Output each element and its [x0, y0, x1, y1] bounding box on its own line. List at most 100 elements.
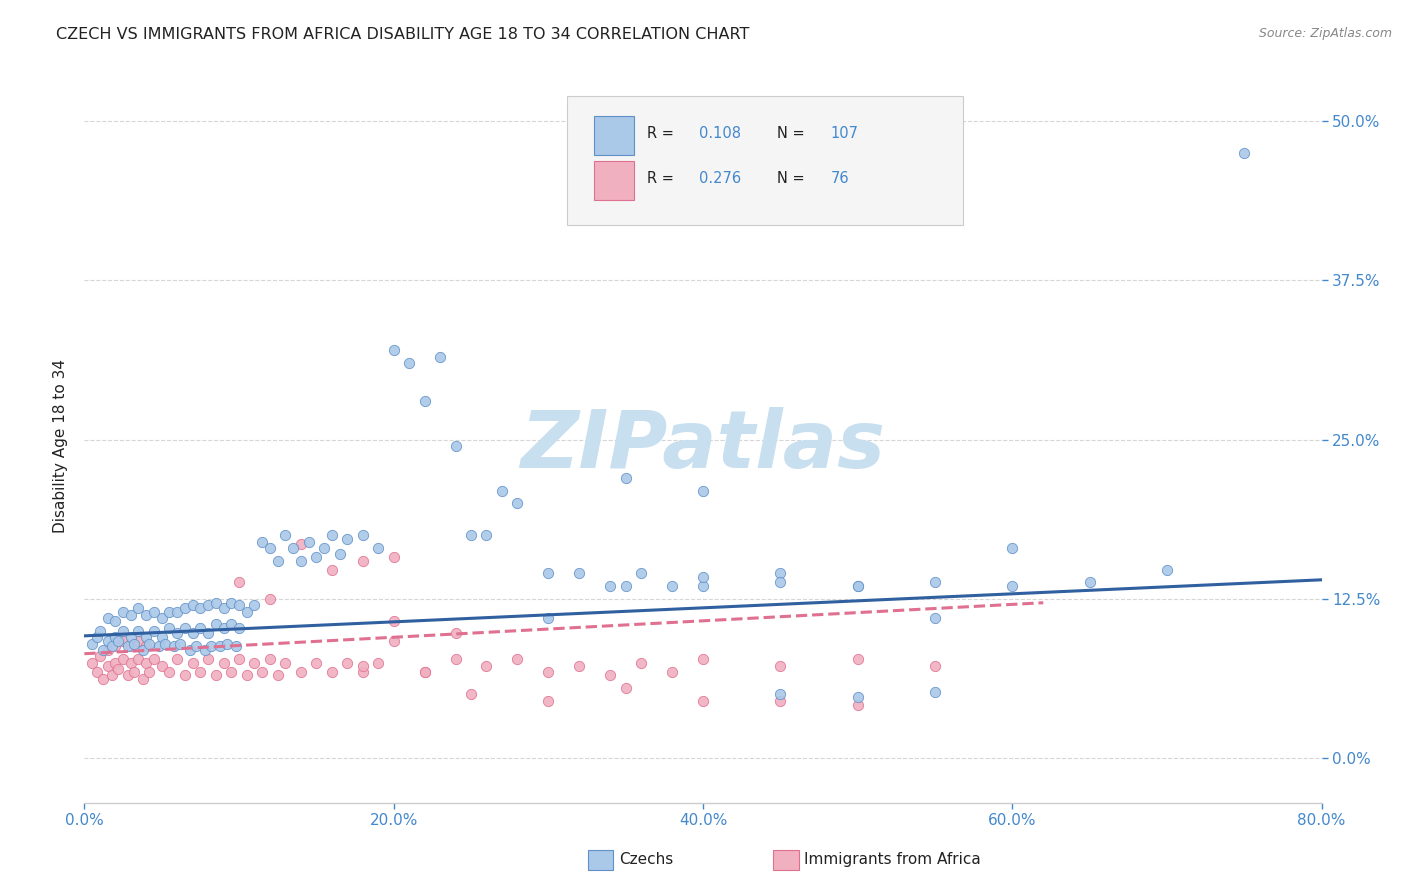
- FancyBboxPatch shape: [595, 116, 634, 155]
- Point: [444, 439, 467, 453]
- Point: [692, 652, 714, 666]
- Point: [143, 605, 166, 619]
- Point: [413, 394, 436, 409]
- Point: [769, 575, 792, 590]
- Point: [200, 639, 222, 653]
- Point: [367, 656, 389, 670]
- Point: [506, 496, 529, 510]
- Point: [138, 665, 160, 679]
- Point: [225, 639, 247, 653]
- Point: [184, 639, 207, 653]
- Point: [352, 528, 374, 542]
- Point: [97, 659, 120, 673]
- Point: [112, 652, 135, 666]
- Point: [283, 541, 305, 555]
- Point: [86, 630, 108, 644]
- Point: [150, 611, 173, 625]
- Point: [259, 591, 281, 606]
- Point: [159, 605, 181, 619]
- Point: [150, 630, 173, 644]
- Point: [174, 668, 197, 682]
- Point: [181, 626, 204, 640]
- Point: [197, 626, 219, 640]
- Point: [506, 652, 529, 666]
- Point: [692, 694, 714, 708]
- FancyBboxPatch shape: [595, 161, 634, 200]
- Point: [112, 634, 135, 648]
- Point: [336, 532, 359, 546]
- Text: R =: R =: [647, 171, 679, 186]
- Point: [252, 665, 274, 679]
- Point: [143, 652, 166, 666]
- Point: [382, 343, 405, 358]
- Point: [86, 665, 108, 679]
- Point: [290, 537, 312, 551]
- Point: [135, 639, 157, 653]
- Point: [174, 600, 197, 615]
- Point: [314, 541, 336, 555]
- Text: CZECH VS IMMIGRANTS FROM AFRICA DISABILITY AGE 18 TO 34 CORRELATION CHART: CZECH VS IMMIGRANTS FROM AFRICA DISABILI…: [56, 27, 749, 42]
- Point: [924, 611, 946, 625]
- Text: Source: ZipAtlas.com: Source: ZipAtlas.com: [1258, 27, 1392, 40]
- Point: [321, 665, 343, 679]
- Text: 76: 76: [831, 171, 849, 186]
- Point: [197, 652, 219, 666]
- Point: [205, 668, 228, 682]
- Point: [128, 624, 150, 638]
- Text: 107: 107: [831, 126, 859, 141]
- Point: [194, 643, 217, 657]
- Point: [846, 579, 869, 593]
- Point: [460, 528, 482, 542]
- Point: [846, 690, 869, 704]
- Point: [305, 549, 328, 564]
- Point: [444, 626, 467, 640]
- Text: ZIPatlas: ZIPatlas: [520, 407, 886, 485]
- Point: [104, 630, 127, 644]
- Point: [321, 563, 343, 577]
- Point: [166, 605, 188, 619]
- Y-axis label: Disability Age 18 to 34: Disability Age 18 to 34: [53, 359, 69, 533]
- Point: [150, 659, 173, 673]
- Point: [221, 665, 243, 679]
- Text: 0.108: 0.108: [699, 126, 741, 141]
- Point: [120, 608, 142, 623]
- Point: [769, 688, 792, 702]
- Text: Immigrants from Africa: Immigrants from Africa: [804, 853, 981, 867]
- Text: R =: R =: [647, 126, 679, 141]
- Point: [274, 656, 297, 670]
- FancyBboxPatch shape: [567, 96, 963, 225]
- Point: [630, 656, 652, 670]
- Point: [104, 614, 127, 628]
- Point: [614, 681, 637, 695]
- Point: [128, 634, 150, 648]
- Point: [91, 672, 114, 686]
- Point: [166, 652, 188, 666]
- Point: [205, 617, 228, 632]
- Point: [135, 608, 157, 623]
- Text: 0.276: 0.276: [699, 171, 741, 186]
- Point: [413, 665, 436, 679]
- Point: [101, 639, 124, 653]
- Point: [769, 566, 792, 581]
- Point: [82, 636, 104, 650]
- Point: [112, 605, 135, 619]
- Point: [212, 621, 235, 635]
- Point: [97, 634, 120, 648]
- Point: [630, 566, 652, 581]
- Point: [128, 600, 150, 615]
- Point: [1001, 579, 1024, 593]
- Point: [336, 656, 359, 670]
- Point: [846, 652, 869, 666]
- Point: [382, 549, 405, 564]
- Point: [138, 636, 160, 650]
- Point: [398, 356, 420, 370]
- Point: [321, 528, 343, 542]
- Point: [274, 528, 297, 542]
- Point: [846, 698, 869, 712]
- Point: [444, 652, 467, 666]
- Point: [352, 554, 374, 568]
- Point: [537, 566, 560, 581]
- Point: [267, 668, 290, 682]
- Point: [97, 611, 120, 625]
- Point: [215, 636, 238, 650]
